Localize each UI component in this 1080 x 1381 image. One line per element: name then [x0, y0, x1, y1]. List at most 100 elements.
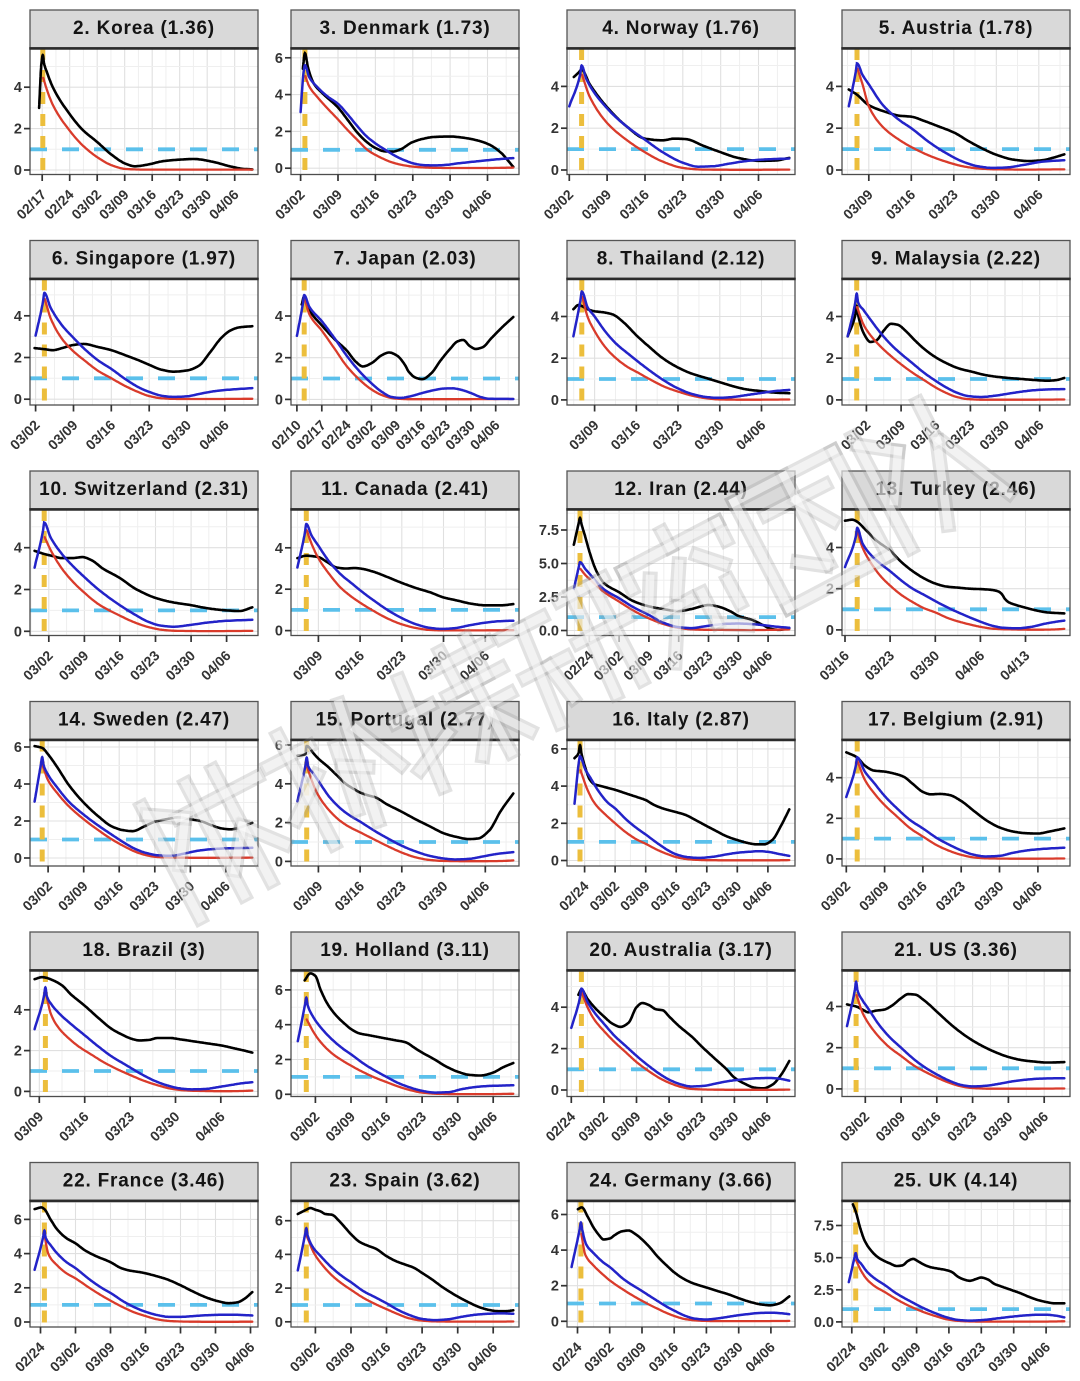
svg-text:2: 2 — [275, 816, 283, 832]
svg-text:25. UK (4.14): 25. UK (4.14) — [894, 1170, 1018, 1191]
svg-text:4: 4 — [826, 79, 834, 95]
svg-text:2: 2 — [275, 582, 283, 598]
svg-text:19. Holland (3.11): 19. Holland (3.11) — [320, 940, 490, 961]
svg-text:4: 4 — [551, 1000, 559, 1016]
svg-text:6. Singapore (1.97): 6. Singapore (1.97) — [52, 248, 236, 269]
svg-text:2.5: 2.5 — [814, 1283, 834, 1299]
svg-text:8. Thailand (2.12): 8. Thailand (2.12) — [597, 248, 766, 269]
svg-text:23. Spain (3.62): 23. Spain (3.62) — [329, 1170, 480, 1191]
svg-text:2: 2 — [14, 814, 22, 830]
svg-text:6: 6 — [14, 740, 22, 756]
svg-text:4: 4 — [551, 779, 559, 795]
svg-text:2: 2 — [551, 121, 559, 137]
svg-text:0: 0 — [826, 852, 834, 868]
svg-text:0.0: 0.0 — [814, 1315, 834, 1331]
svg-text:0: 0 — [826, 393, 834, 409]
svg-text:4: 4 — [551, 1243, 559, 1259]
svg-text:0: 0 — [275, 392, 283, 408]
svg-text:2: 2 — [14, 583, 22, 599]
svg-text:2: 2 — [275, 351, 283, 367]
svg-text:0: 0 — [14, 851, 22, 867]
svg-text:12. Iran (2.44): 12. Iran (2.44) — [614, 479, 747, 500]
svg-text:4: 4 — [275, 777, 283, 793]
svg-text:4: 4 — [275, 88, 283, 104]
svg-text:0: 0 — [551, 1314, 559, 1330]
svg-text:0: 0 — [551, 1083, 559, 1099]
svg-text:14. Sweden (2.47): 14. Sweden (2.47) — [58, 709, 230, 730]
svg-text:4: 4 — [826, 541, 834, 557]
svg-text:4: 4 — [14, 80, 22, 96]
svg-text:2: 2 — [826, 811, 834, 827]
svg-text:2: 2 — [275, 124, 283, 140]
svg-text:6: 6 — [275, 51, 283, 67]
svg-text:0: 0 — [14, 163, 22, 179]
svg-text:0: 0 — [275, 624, 283, 640]
svg-text:0: 0 — [551, 854, 559, 870]
svg-text:2: 2 — [14, 122, 22, 138]
svg-text:0: 0 — [551, 163, 559, 179]
svg-text:20. Australia (3.17): 20. Australia (3.17) — [589, 940, 772, 961]
svg-text:4: 4 — [14, 1003, 22, 1019]
svg-text:2: 2 — [826, 351, 834, 367]
svg-text:17. Belgium (2.91): 17. Belgium (2.91) — [868, 709, 1044, 730]
svg-text:0: 0 — [275, 854, 283, 870]
svg-text:4: 4 — [551, 310, 559, 326]
svg-text:4: 4 — [826, 310, 834, 326]
svg-text:11. Canada (2.41): 11. Canada (2.41) — [321, 479, 489, 500]
svg-text:6: 6 — [275, 1214, 283, 1230]
svg-text:0: 0 — [275, 161, 283, 177]
svg-text:22. France (3.46): 22. France (3.46) — [63, 1170, 226, 1191]
svg-text:2: 2 — [826, 121, 834, 137]
svg-text:4: 4 — [275, 309, 283, 325]
svg-text:2: 2 — [14, 351, 22, 367]
svg-text:0: 0 — [826, 1082, 834, 1098]
svg-text:0: 0 — [275, 1087, 283, 1103]
svg-text:0: 0 — [14, 1084, 22, 1100]
svg-text:24. Germany (3.66): 24. Germany (3.66) — [589, 1170, 772, 1191]
svg-text:4: 4 — [14, 309, 22, 325]
svg-text:2. Korea (1.36): 2. Korea (1.36) — [73, 18, 215, 39]
svg-text:9. Malaysia (2.22): 9. Malaysia (2.22) — [871, 248, 1041, 269]
svg-text:0: 0 — [14, 1315, 22, 1331]
svg-text:6: 6 — [275, 983, 283, 999]
svg-text:7.5: 7.5 — [539, 523, 559, 539]
svg-text:0: 0 — [275, 1315, 283, 1331]
svg-text:4: 4 — [551, 79, 559, 95]
svg-text:7. Japan (2.03): 7. Japan (2.03) — [334, 248, 477, 269]
svg-text:4: 4 — [14, 1247, 22, 1263]
svg-text:4: 4 — [14, 541, 22, 557]
svg-text:6: 6 — [551, 742, 559, 758]
svg-text:18. Brazil (3): 18. Brazil (3) — [82, 940, 205, 961]
svg-text:5. Austria (1.78): 5. Austria (1.78) — [879, 18, 1033, 39]
svg-text:4: 4 — [275, 1018, 283, 1034]
svg-text:4: 4 — [275, 1247, 283, 1263]
svg-text:7.5: 7.5 — [814, 1219, 834, 1235]
svg-text:0: 0 — [14, 392, 22, 408]
svg-text:0.0: 0.0 — [539, 624, 559, 640]
svg-text:0: 0 — [826, 623, 834, 639]
svg-text:10. Switzerland (2.31): 10. Switzerland (2.31) — [39, 479, 249, 500]
svg-text:6: 6 — [551, 1208, 559, 1224]
svg-text:2: 2 — [14, 1044, 22, 1060]
svg-text:0: 0 — [14, 624, 22, 640]
svg-text:0: 0 — [826, 163, 834, 179]
svg-text:2: 2 — [826, 1041, 834, 1057]
svg-text:2: 2 — [275, 1281, 283, 1297]
svg-text:4: 4 — [826, 771, 834, 787]
svg-text:4: 4 — [14, 777, 22, 793]
svg-text:2: 2 — [551, 1279, 559, 1295]
svg-text:5.0: 5.0 — [814, 1251, 834, 1267]
svg-text:5.0: 5.0 — [539, 557, 559, 573]
svg-text:0: 0 — [551, 393, 559, 409]
svg-text:2: 2 — [275, 1053, 283, 1069]
svg-text:2.5: 2.5 — [539, 590, 559, 606]
svg-text:2: 2 — [14, 1281, 22, 1297]
svg-text:2: 2 — [551, 816, 559, 832]
svg-text:2: 2 — [551, 1042, 559, 1058]
svg-text:3. Denmark (1.73): 3. Denmark (1.73) — [320, 18, 491, 39]
svg-text:6: 6 — [14, 1212, 22, 1228]
svg-text:4: 4 — [826, 1000, 834, 1016]
svg-text:16. Italy (2.87): 16. Italy (2.87) — [612, 709, 749, 730]
svg-text:2: 2 — [551, 351, 559, 367]
svg-text:4. Norway (1.76): 4. Norway (1.76) — [602, 18, 759, 39]
